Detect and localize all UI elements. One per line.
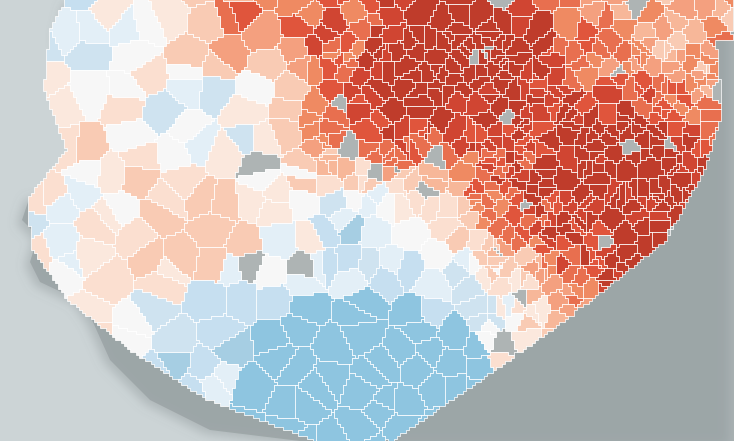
map-region[interactable] bbox=[701, 140, 713, 158]
map-region[interactable] bbox=[488, 296, 497, 314]
map-region[interactable] bbox=[494, 266, 503, 275]
map-region[interactable] bbox=[512, 17, 533, 38]
map-region[interactable] bbox=[707, 65, 710, 74]
map-region[interactable] bbox=[545, 221, 551, 227]
map-region[interactable] bbox=[365, 431, 386, 441]
map-region[interactable] bbox=[599, 284, 608, 293]
map-region[interactable] bbox=[545, 311, 569, 329]
map-region[interactable] bbox=[377, 0, 395, 8]
map-region[interactable] bbox=[542, 329, 554, 338]
region-polygons-group bbox=[29, 0, 734, 441]
map-region[interactable] bbox=[425, 26, 437, 50]
map-region[interactable] bbox=[317, 413, 350, 441]
map-region[interactable] bbox=[578, 299, 593, 308]
map-region[interactable] bbox=[653, 233, 668, 248]
map-region[interactable] bbox=[335, 245, 362, 272]
map-region[interactable] bbox=[269, 98, 302, 122]
map-region[interactable] bbox=[626, 254, 644, 269]
map-region[interactable] bbox=[419, 416, 428, 422]
map-region[interactable] bbox=[677, 155, 683, 164]
map-region[interactable] bbox=[539, 179, 557, 188]
map-region[interactable] bbox=[200, 374, 233, 407]
map-region[interactable] bbox=[611, 2, 632, 20]
map-region[interactable] bbox=[536, 170, 557, 179]
map-region[interactable] bbox=[476, 332, 497, 353]
map-region[interactable] bbox=[650, 212, 671, 221]
map-region[interactable] bbox=[560, 0, 581, 8]
map-region[interactable] bbox=[530, 104, 551, 122]
map-region[interactable] bbox=[425, 407, 440, 416]
map-region[interactable] bbox=[299, 425, 317, 441]
map-region[interactable] bbox=[179, 374, 206, 398]
map-region[interactable] bbox=[425, 47, 449, 65]
map-region[interactable] bbox=[701, 110, 722, 122]
map-region[interactable] bbox=[635, 56, 641, 65]
map-region[interactable] bbox=[590, 185, 608, 200]
map-region[interactable] bbox=[614, 269, 623, 281]
map-region[interactable] bbox=[707, 32, 734, 47]
map-region[interactable] bbox=[467, 377, 482, 389]
map-region[interactable] bbox=[383, 413, 422, 441]
map-region[interactable] bbox=[371, 26, 386, 38]
map-region[interactable] bbox=[506, 152, 515, 164]
map-region[interactable] bbox=[545, 269, 548, 281]
map-region[interactable] bbox=[32, 233, 53, 272]
